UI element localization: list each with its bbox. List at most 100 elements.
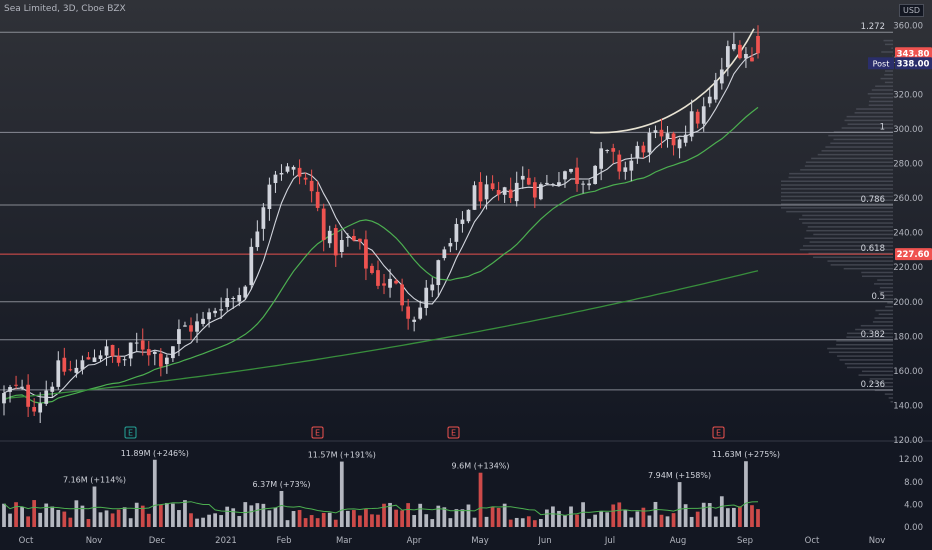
volume-bar[interactable] xyxy=(2,503,6,527)
volume-bar[interactable] xyxy=(418,503,423,527)
candle[interactable] xyxy=(605,149,610,154)
candle[interactable] xyxy=(345,233,350,247)
candle[interactable] xyxy=(92,349,97,363)
candle[interactable] xyxy=(532,177,537,208)
candle[interactable] xyxy=(98,350,103,362)
volume-bar[interactable] xyxy=(671,513,676,527)
volume-bar[interactable] xyxy=(128,518,133,527)
volume-bar[interactable] xyxy=(261,503,266,527)
volume-bar[interactable] xyxy=(756,509,760,527)
candle[interactable] xyxy=(707,87,712,108)
candle[interactable] xyxy=(152,350,157,366)
candle[interactable] xyxy=(430,277,435,298)
volume-bar[interactable] xyxy=(502,503,507,527)
candle[interactable] xyxy=(261,202,266,241)
candle[interactable] xyxy=(406,298,411,330)
volume-bar[interactable] xyxy=(279,490,284,527)
volume-bar[interactable] xyxy=(569,506,573,527)
volume-bar[interactable] xyxy=(436,505,441,527)
volume-bar[interactable] xyxy=(587,518,591,527)
volume-bar[interactable] xyxy=(617,502,622,527)
candle[interactable] xyxy=(611,143,616,164)
candle[interactable] xyxy=(44,380,49,406)
candle[interactable] xyxy=(291,165,296,176)
volume-bar[interactable] xyxy=(309,515,314,527)
volume-bar[interactable] xyxy=(8,513,12,527)
volume-bar[interactable] xyxy=(303,518,308,527)
candle[interactable] xyxy=(557,172,561,187)
candle[interactable] xyxy=(424,280,429,316)
volume-bar[interactable] xyxy=(183,500,187,527)
candle[interactable] xyxy=(110,344,115,363)
candle[interactable] xyxy=(442,246,447,261)
candle[interactable] xyxy=(26,374,30,418)
candle[interactable] xyxy=(460,211,465,233)
volume-bar[interactable] xyxy=(376,514,380,527)
volume-bar[interactable] xyxy=(514,517,519,527)
volume-bar[interactable] xyxy=(659,514,664,527)
volume-bar[interactable] xyxy=(563,515,567,527)
volume-bar[interactable] xyxy=(599,511,604,527)
candle[interactable] xyxy=(659,118,664,149)
volume-bar[interactable] xyxy=(400,510,404,527)
candle[interactable] xyxy=(309,169,314,203)
candle[interactable] xyxy=(725,40,730,77)
volume-bar[interactable] xyxy=(557,510,561,527)
volume-bar[interactable] xyxy=(20,507,24,527)
volume-bar[interactable] xyxy=(635,511,640,527)
candle[interactable] xyxy=(339,230,344,258)
volume-bar[interactable] xyxy=(707,503,712,527)
volume-bar[interactable] xyxy=(140,505,145,527)
volume-bar[interactable] xyxy=(358,515,362,527)
volume-bar[interactable] xyxy=(339,461,344,527)
volume-bar[interactable] xyxy=(189,513,193,527)
candle[interactable] xyxy=(629,153,634,182)
volume-bar[interactable] xyxy=(454,509,459,527)
volume-bar[interactable] xyxy=(689,516,694,527)
volume-bar[interactable] xyxy=(575,514,579,527)
candle[interactable] xyxy=(86,351,91,360)
candle[interactable] xyxy=(364,230,368,281)
volume-bar[interactable] xyxy=(225,506,230,527)
candle[interactable] xyxy=(689,99,694,142)
candle[interactable] xyxy=(128,342,133,367)
candle[interactable] xyxy=(231,296,236,309)
volume-bar[interactable] xyxy=(164,502,169,527)
volume-bar[interactable] xyxy=(255,503,260,527)
volume-bar[interactable] xyxy=(744,461,748,527)
volume-bar[interactable] xyxy=(291,511,296,527)
volume-bar[interactable] xyxy=(74,500,79,527)
candle[interactable] xyxy=(593,164,598,185)
candle[interactable] xyxy=(695,109,700,129)
candle[interactable] xyxy=(327,225,332,248)
candle[interactable] xyxy=(14,375,18,390)
candle[interactable] xyxy=(20,379,24,391)
candle[interactable] xyxy=(526,169,531,186)
volume-bar[interactable] xyxy=(683,504,688,527)
candle[interactable] xyxy=(122,356,127,366)
candle[interactable] xyxy=(8,384,12,403)
volume-bar[interactable] xyxy=(412,515,417,527)
volume-bar[interactable] xyxy=(219,515,224,527)
candle[interactable] xyxy=(370,263,374,275)
candle[interactable] xyxy=(376,260,380,290)
volume-bar[interactable] xyxy=(56,509,61,527)
volume-bar[interactable] xyxy=(478,472,483,527)
candle[interactable] xyxy=(484,175,489,210)
candle[interactable] xyxy=(756,25,760,59)
volume-bar[interactable] xyxy=(750,505,754,527)
candle[interactable] xyxy=(647,127,652,163)
earnings-badge[interactable]: E xyxy=(712,426,725,439)
candle[interactable] xyxy=(514,171,519,207)
candle[interactable] xyxy=(116,348,121,367)
volume-bar[interactable] xyxy=(677,482,682,527)
volume-bar[interactable] xyxy=(623,509,628,527)
volume-bar[interactable] xyxy=(406,503,411,527)
candle[interactable] xyxy=(177,319,181,357)
candle[interactable] xyxy=(303,172,308,185)
volume-bar[interactable] xyxy=(732,507,736,527)
candle[interactable] xyxy=(140,328,145,356)
volume-bar[interactable] xyxy=(116,509,121,527)
volume-bar[interactable] xyxy=(496,508,501,527)
volume-bar[interactable] xyxy=(80,505,85,527)
